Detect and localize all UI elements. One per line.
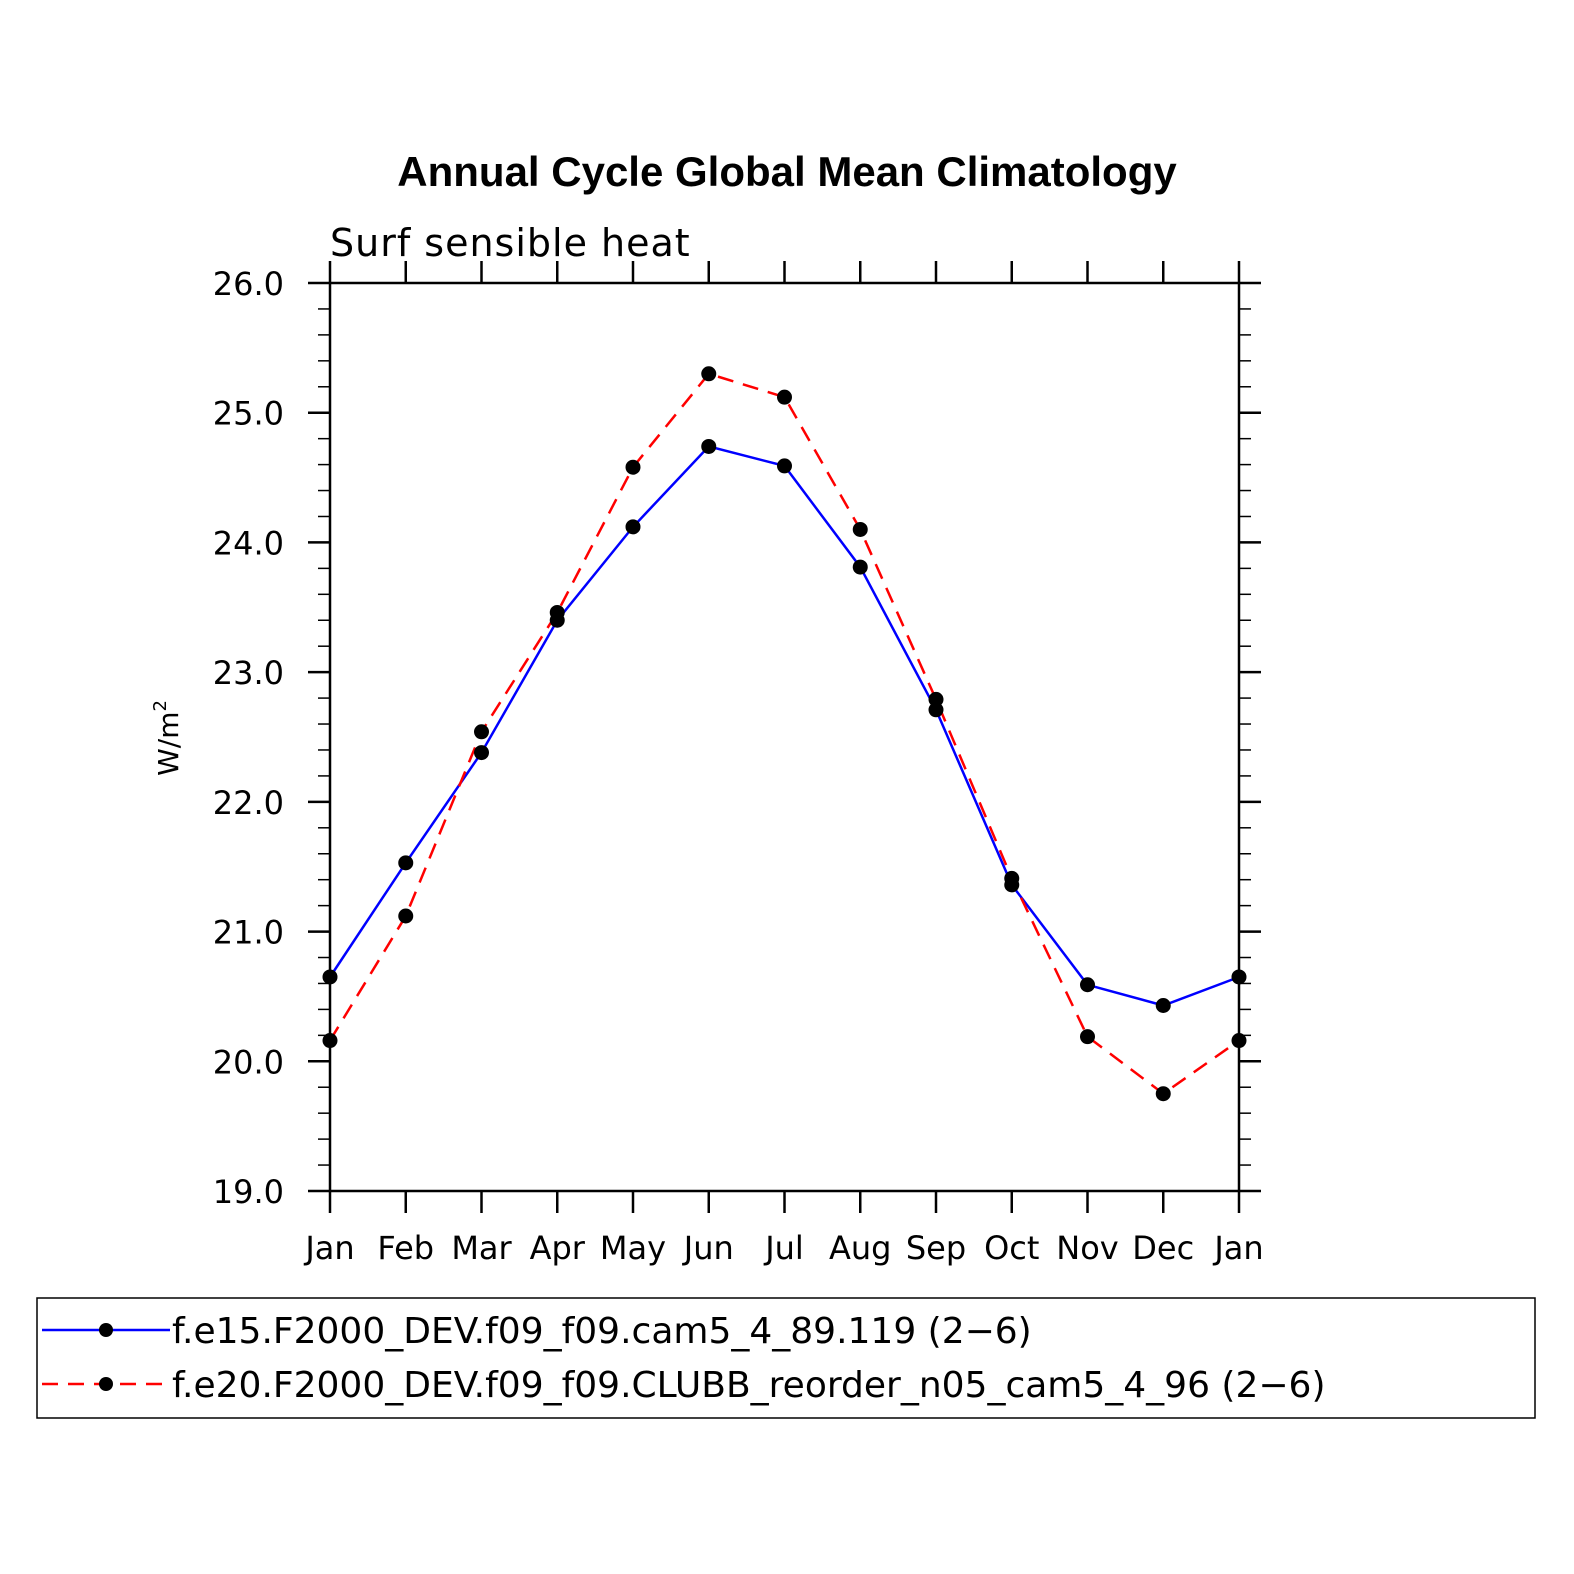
series-1-point (322, 969, 338, 985)
series-2-point (474, 724, 489, 740)
legend-box (36, 1297, 1536, 1419)
plot-axes (308, 261, 1261, 1213)
series-1-point (852, 559, 868, 575)
x-tick-label: Jun (682, 1229, 734, 1267)
series-2-point (398, 908, 414, 924)
legend-marker-series-1 (99, 1323, 113, 1337)
x-tick-label: Mar (451, 1229, 512, 1267)
series-1-point (1080, 977, 1095, 993)
y-tick-label: 26.0 (213, 265, 284, 303)
series-2-point (852, 521, 868, 537)
y-tick-label: 20.0 (213, 1043, 284, 1081)
series-2-point (322, 1033, 338, 1049)
x-tick-label: Oct (984, 1229, 1039, 1267)
legend-marker-series-2 (99, 1377, 113, 1391)
x-tick-label: Dec (1132, 1229, 1194, 1267)
x-tick-label: May (600, 1229, 666, 1267)
series-line-1 (328, 445, 1240, 1007)
legend-label-series-1: f.e15.F2000_DEV.f09_f09.cam5_4_89.119 (2… (172, 1311, 1032, 1352)
x-tick-label: Aug (829, 1229, 891, 1267)
y-tick-label: 21.0 (213, 914, 284, 952)
series-1-point (1155, 998, 1171, 1014)
legend-label-series-2: f.e20.F2000_DEV.f09_f09.CLUBB_reorder_n0… (172, 1365, 1326, 1406)
x-tick-label: Jul (763, 1229, 804, 1267)
y-tick-label: 23.0 (213, 654, 284, 692)
series-1-point (701, 438, 717, 454)
x-tick-label: Apr (530, 1229, 586, 1267)
y-tick-label: 24.0 (213, 524, 284, 562)
chart-title: Annual Cycle Global Mean Climatology (397, 148, 1177, 195)
y-tick-label: 22.0 (213, 784, 284, 822)
legend: f.e15.F2000_DEV.f09_f09.cam5_4_89.119 (2… (36, 1297, 1536, 1419)
series-1-point (398, 855, 414, 871)
series-2-point (625, 459, 641, 475)
x-tick-label: Feb (377, 1229, 434, 1267)
x-tick-label: Sep (906, 1229, 966, 1267)
series-2-point (1155, 1086, 1171, 1102)
y-axis-label-superscript: 2 (150, 700, 171, 711)
series-2-point (549, 604, 565, 620)
series-1-point (777, 458, 792, 474)
plot-frame (328, 281, 1241, 1193)
series-1-point (1231, 969, 1247, 985)
series-2-point (928, 691, 944, 707)
x-tick-label: Jan (1212, 1229, 1263, 1267)
y-axis-label-text: W/m (152, 712, 185, 776)
y-axis-label: W/m2 (150, 700, 185, 776)
series-2-point (1004, 870, 1020, 886)
y-tick-labels: 19.0 20.0 21.0 22.0 23.0 24.0 25.0 26.0 (213, 265, 284, 1211)
series-1-point (474, 745, 489, 761)
series-1-point (625, 519, 641, 535)
series-2-point (701, 366, 717, 382)
series-2-point (1080, 1029, 1095, 1045)
x-tick-label: Jan (303, 1229, 354, 1267)
series-2-point (777, 389, 792, 405)
x-tick-labels: Jan Feb Mar Apr May Jun Jul Aug Sep Oct Nov Dec Jan (303, 1229, 1263, 1267)
y-tick-label: 25.0 (213, 395, 284, 433)
y-tick-label: 19.0 (213, 1173, 284, 1211)
x-tick-label: Nov (1056, 1229, 1118, 1267)
chart-subtitle: Surf sensible heat (330, 221, 691, 265)
series-line-2 (328, 372, 1240, 1096)
series-2-point (1231, 1033, 1247, 1049)
series-1-point (928, 702, 944, 718)
series-layer (322, 366, 1247, 1102)
